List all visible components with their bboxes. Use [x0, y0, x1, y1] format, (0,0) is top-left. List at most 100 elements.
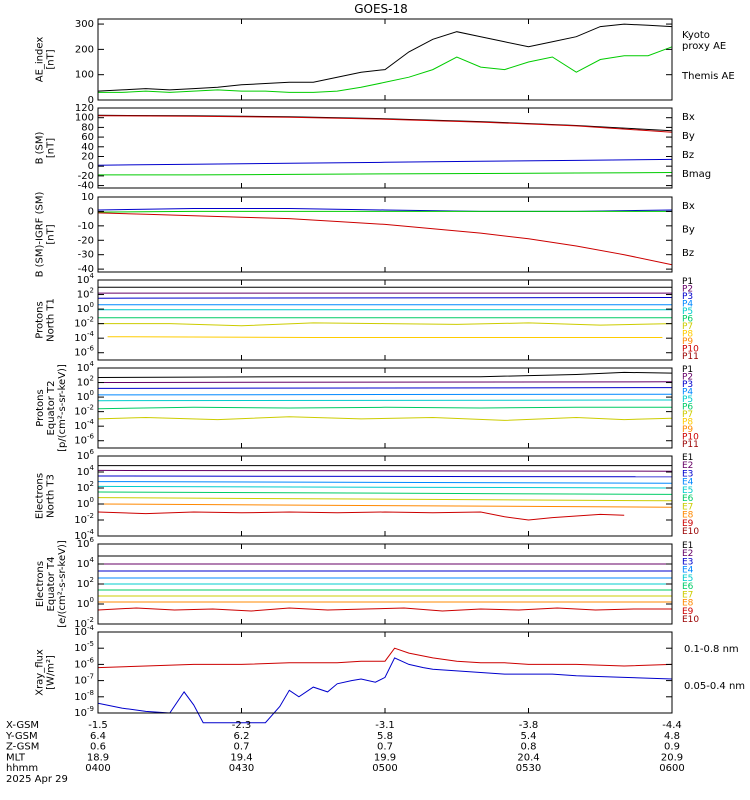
- series-p_equator-4: [97, 399, 673, 402]
- series-p_equator-3: [97, 393, 673, 396]
- ephemeris-value: 0.9: [664, 742, 680, 753]
- legend-p9: P9: [682, 337, 693, 347]
- legend-e1: E1: [682, 541, 693, 551]
- series-xray-0: [97, 647, 673, 669]
- legend-e3: E3: [682, 469, 693, 479]
- legend-p4: P4: [682, 299, 693, 309]
- ephemeris-value: 19.9: [374, 752, 396, 763]
- legend-p3: P3: [682, 292, 693, 302]
- ephemeris-value: 0530: [516, 763, 541, 774]
- series-p_equator-2: [97, 387, 673, 389]
- plot-date: 2025 Apr 29: [6, 774, 68, 785]
- series-bsm-3: [97, 115, 673, 133]
- legend-e7: E7: [682, 502, 693, 512]
- y-tick-label: -40: [78, 264, 94, 275]
- y-axis-label: Electrons: [35, 473, 46, 519]
- y-tick-label: 80: [81, 122, 94, 133]
- y-tick-label: 200: [75, 44, 94, 55]
- y-tick-label: 100: [75, 113, 94, 124]
- legend-e2: E2: [682, 461, 693, 471]
- y-tick-label: 106: [77, 536, 95, 550]
- y-axis-label: [nT]: [46, 224, 57, 244]
- ephemeris-value: 0600: [659, 763, 684, 774]
- y-axis-label: [nT]: [46, 138, 57, 158]
- y-tick-label: 10-4: [74, 624, 94, 638]
- legend-p10: P10: [682, 432, 699, 442]
- y-tick-label: 102: [77, 576, 94, 590]
- series-e_north-6: [97, 497, 673, 502]
- series-ae-1: [98, 46, 673, 93]
- legend-p8: P8: [682, 329, 693, 339]
- legend-p6: P6: [682, 314, 693, 324]
- legend-p1: P1: [682, 277, 693, 287]
- legend-e8: E8: [682, 511, 694, 521]
- legend-e9: E9: [682, 607, 694, 617]
- ephemeris-value: -4.4: [662, 720, 682, 731]
- y-axis-label: Equator T4: [46, 557, 57, 612]
- series-e_north-3: [97, 481, 673, 484]
- y-tick-label: 60: [81, 132, 94, 143]
- panel-frame: [97, 631, 673, 714]
- y-tick-label: 104: [77, 360, 95, 374]
- series-e_north-4: [97, 485, 673, 489]
- y-tick-label: 10: [81, 192, 94, 203]
- legend-e6: E6: [682, 494, 694, 504]
- y-axis-label: Xray_flux: [35, 649, 46, 696]
- series-p_north-6: [98, 322, 673, 327]
- y-tick-label: 102: [77, 480, 94, 494]
- y-tick-label: -40: [78, 181, 94, 192]
- y-axis-label: North T3: [46, 474, 57, 518]
- y-tick-label: 10-4: [74, 418, 94, 432]
- y-tick-label: 120: [75, 103, 94, 114]
- series-p_equator-6: [97, 416, 673, 421]
- y-axis-label: [W/m²]: [46, 655, 57, 690]
- legend-p9: P9: [682, 425, 693, 435]
- y-tick-label: 104: [77, 464, 95, 478]
- legend-by: By: [682, 224, 695, 235]
- y-tick-label: 300: [75, 19, 94, 30]
- legend-e3: E3: [682, 557, 693, 567]
- legend-themis-ae: Themis AE: [681, 71, 735, 82]
- y-tick-label: 106: [77, 448, 95, 462]
- legend-p7: P7: [682, 322, 693, 332]
- panel-frame: [97, 367, 673, 449]
- ephemeris-row-label: hhmm: [6, 763, 38, 774]
- y-tick-label: 40: [81, 142, 94, 153]
- series-bsm-1: [98, 172, 673, 176]
- y-axis-label: Protons: [35, 389, 46, 426]
- y-tick-label: -20: [78, 235, 94, 246]
- y-tick-label: 102: [77, 375, 94, 389]
- x-axis-ephemeris: X-GSM -1.5 -2.3 -3.1 -3.8 -4.4 Y-GSM 6.4 6.2 5.8 5…: [5, 720, 685, 785]
- panel-frame: [97, 18, 673, 101]
- ephemeris-value: 0500: [372, 763, 397, 774]
- legend-e5: E5: [682, 574, 693, 584]
- ephemeris-value: -3.8: [519, 720, 539, 731]
- legend-bz: Bz: [682, 150, 694, 161]
- y-tick-label: 10-2: [74, 616, 94, 630]
- y-tick-label: -20: [78, 171, 94, 182]
- y-tick-label: 10-6: [74, 656, 94, 670]
- legend-by: By: [682, 131, 695, 142]
- plot-title: GOES-18: [354, 2, 408, 16]
- y-tick-label: 10-5: [74, 640, 94, 654]
- y-tick-label: 10-4: [74, 330, 94, 344]
- series-ae-0: [97, 23, 673, 92]
- legend-e10: E10: [682, 527, 699, 537]
- legend-p11: P11: [682, 440, 699, 450]
- legend-p6: P6: [682, 402, 693, 412]
- y-tick-label: 10-9: [74, 705, 94, 719]
- legend-p7: P7: [682, 410, 693, 420]
- legend-e6: E6: [682, 582, 694, 592]
- ephemeris-value: 0.6: [90, 742, 106, 753]
- y-axis-label: [p/(cm²-s-sr-keV)]: [57, 364, 68, 452]
- y-tick-label: 104: [77, 556, 95, 570]
- legend-bmag: Bmag: [682, 169, 711, 180]
- ephemeris-value: 0.7: [234, 742, 250, 753]
- y-axis-label: [e/(cm²-s-sr-keV)]: [57, 540, 68, 628]
